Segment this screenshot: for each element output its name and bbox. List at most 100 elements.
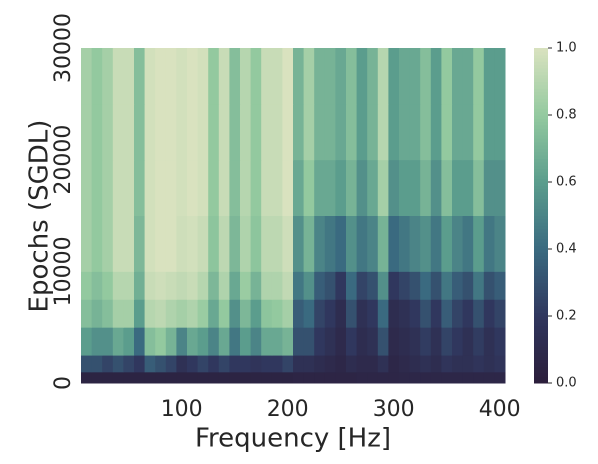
colorbar-band — [534, 255, 548, 260]
heatmap-cell — [261, 103, 273, 161]
heatmap-cell — [346, 103, 358, 161]
heatmap-cell — [144, 299, 156, 328]
heatmap-cell — [409, 327, 421, 356]
colorbar-band — [534, 148, 548, 153]
heatmap-cell — [377, 215, 389, 272]
colorbar-band — [534, 232, 548, 237]
heatmap-cell — [420, 327, 432, 356]
colorbar-band — [534, 192, 548, 196]
heatmap-cell — [81, 327, 93, 356]
heatmap-cell — [187, 271, 199, 300]
heatmap-cell — [324, 299, 336, 328]
heatmap-cell — [494, 299, 506, 328]
heatmap-cell — [282, 371, 294, 384]
heatmap-cell — [112, 215, 124, 272]
heatmap-cell — [208, 327, 220, 356]
heatmap-cell — [293, 355, 305, 373]
colorbar-tick-label: 0.2 — [556, 309, 577, 324]
heatmap-cell — [155, 159, 167, 216]
heatmap-cell — [473, 355, 485, 373]
heatmap-cell — [346, 371, 358, 384]
colorbar-band — [534, 198, 548, 203]
heatmap-cell — [282, 159, 294, 216]
heatmap-cell — [218, 355, 230, 373]
heatmap-cell — [123, 355, 135, 373]
colorbar-band — [534, 111, 548, 116]
heatmap-cell — [420, 48, 432, 105]
x-tick-label: 300 — [373, 397, 415, 422]
heatmap-cell — [91, 299, 103, 328]
heatmap-cell — [303, 299, 315, 328]
heatmap-cell — [91, 159, 103, 216]
heatmap-cell — [155, 48, 167, 105]
colorbar-band — [534, 158, 548, 163]
heatmap-cell — [314, 355, 326, 373]
heatmap-cell — [240, 327, 252, 356]
heatmap-cell — [324, 371, 336, 384]
colorbar-band — [534, 128, 548, 133]
heatmap-cell — [452, 327, 464, 356]
colorbar-band — [534, 272, 548, 277]
heatmap-cell — [324, 48, 336, 105]
heatmap-cell — [356, 327, 368, 356]
heatmap-cell — [377, 371, 389, 384]
colorbar-band — [534, 252, 548, 257]
heatmap-cell — [303, 371, 315, 384]
colorbar-band — [534, 362, 548, 367]
heatmap-cell — [367, 371, 379, 384]
heatmap-cell — [409, 103, 421, 161]
x-tick-label: 100 — [161, 397, 203, 422]
colorbar-band — [534, 336, 548, 340]
heatmap-cell — [356, 355, 368, 373]
heatmap-cell — [229, 271, 241, 300]
heatmap-cell — [282, 355, 294, 373]
heatmap-cell — [346, 299, 358, 328]
heatmap-cell — [494, 271, 506, 300]
colorbar-band — [534, 265, 548, 270]
heatmap-cell — [409, 215, 421, 272]
heatmap-cell — [197, 327, 209, 356]
heatmap-cell — [420, 271, 432, 300]
heatmap-cell — [229, 48, 241, 105]
heatmap-cell — [483, 327, 495, 356]
heatmap-cell — [144, 355, 156, 373]
heatmap-cell — [134, 299, 146, 328]
y-tick-label: 10000 — [51, 236, 76, 306]
heatmap-cell — [377, 327, 389, 356]
colorbar-band — [534, 131, 548, 136]
heatmap-cell — [462, 103, 474, 161]
heatmap-cell — [165, 299, 177, 328]
heatmap-cell — [176, 215, 188, 272]
colorbar-band — [534, 121, 548, 126]
colorbar-band — [534, 74, 548, 79]
heatmap-cell — [388, 299, 400, 328]
heatmap-cell — [430, 299, 442, 328]
heatmap-cell — [102, 327, 114, 356]
heatmap-cell — [144, 103, 156, 161]
heatmap-cell — [314, 215, 326, 272]
heatmap-cell — [314, 159, 326, 216]
heatmap-cell — [314, 327, 326, 356]
colorbar-band — [534, 289, 548, 294]
heatmap-cell — [81, 103, 93, 161]
heatmap-cell — [399, 159, 411, 216]
heatmap-cell — [324, 215, 336, 272]
heatmap-cell — [293, 103, 305, 161]
heatmap-cell — [377, 271, 389, 300]
heatmap-cell — [218, 159, 230, 216]
heatmap-cell — [102, 371, 114, 384]
colorbar-band — [534, 376, 548, 381]
heatmap-cell — [324, 355, 336, 373]
heatmap-cell — [420, 355, 432, 373]
heatmap-cell — [388, 48, 400, 105]
colorbar-band — [534, 91, 548, 96]
heatmap-cell — [282, 103, 294, 161]
heatmap-cell — [293, 215, 305, 272]
heatmap-cell — [356, 159, 368, 216]
heatmap-cell — [399, 48, 411, 105]
heatmap-cell — [218, 271, 230, 300]
colorbar-band — [534, 302, 548, 307]
heatmap-cell — [430, 271, 442, 300]
heatmap-cell — [377, 355, 389, 373]
heatmap-cell — [112, 271, 124, 300]
